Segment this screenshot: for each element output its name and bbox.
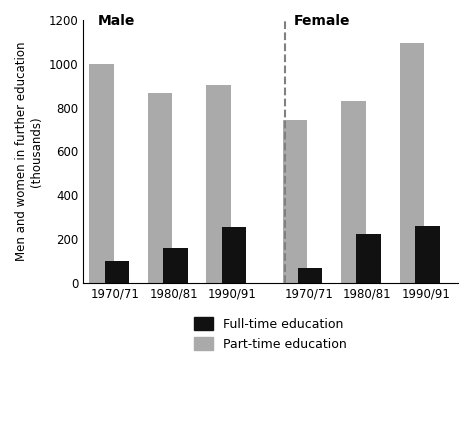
Bar [105,261,129,283]
Bar [89,64,114,283]
Text: Female: Female [294,14,350,27]
Bar [400,43,424,283]
Bar [298,268,323,283]
Text: Male: Male [98,14,135,27]
Bar [341,101,366,283]
Legend: Full-time education, Part-time education: Full-time education, Part-time education [189,312,352,356]
Bar [415,226,439,283]
Bar [222,227,246,283]
Bar [282,120,307,283]
Bar [356,234,381,283]
Y-axis label: Men and women in further education
(thousands): Men and women in further education (thou… [15,42,43,261]
Bar [148,93,173,283]
Bar [206,85,231,283]
Bar [163,248,188,283]
